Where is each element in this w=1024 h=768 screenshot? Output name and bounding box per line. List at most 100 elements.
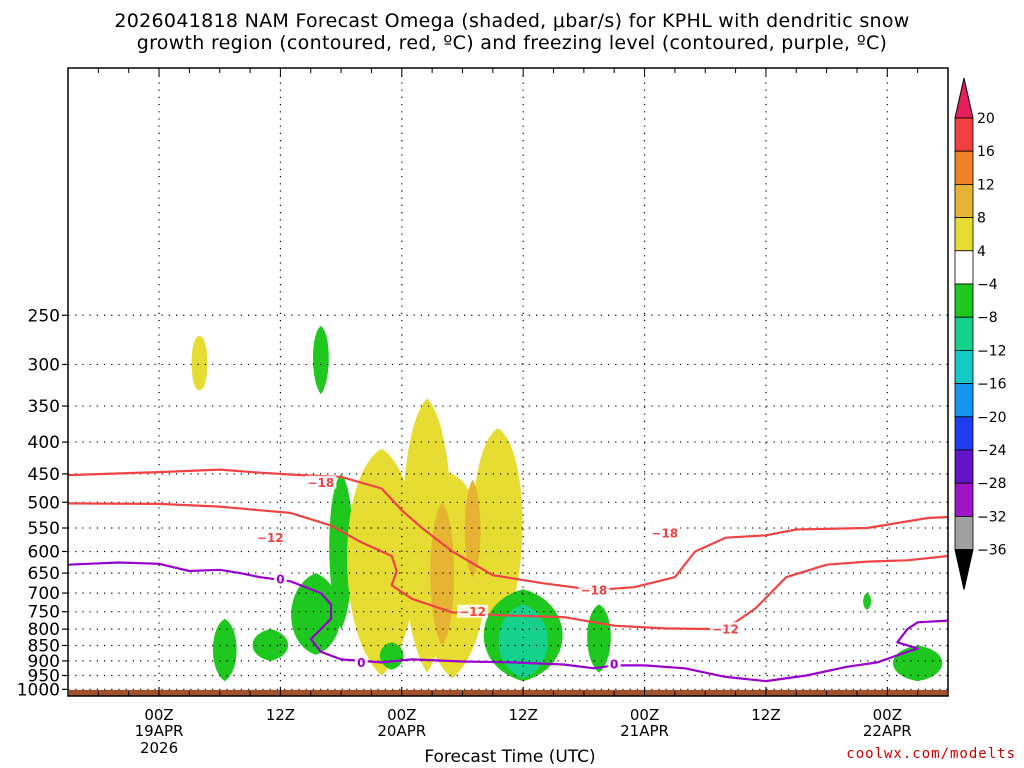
contour-label-fz-2-0: 0 <box>276 573 284 587</box>
ytick-label-850: 850 <box>28 636 60 656</box>
omega-region-2 <box>212 618 237 682</box>
colorbar-label-0: 20 <box>977 111 995 127</box>
colorbar-label-10: −24 <box>977 443 1007 459</box>
omega-region-15 <box>587 604 611 673</box>
contour-label-dgz-0-0: −18 <box>307 476 334 490</box>
colorbar-top-arrow <box>954 77 974 119</box>
xtick-sublabel-24-0: 20APR <box>377 722 426 740</box>
contour-label-dgz-1-0: −12 <box>257 531 284 545</box>
colorbar-box-9 <box>954 383 974 418</box>
ytick-label-900: 900 <box>28 652 60 672</box>
ytick-label-650: 650 <box>28 564 60 584</box>
site-credit: coolwx.com/modelts <box>846 746 1016 762</box>
omega-region-14 <box>498 604 548 679</box>
ytick-label-750: 750 <box>28 603 60 623</box>
contour-label-bg <box>709 622 741 636</box>
contour-label-fz-2-1: 0 <box>357 656 365 670</box>
xtick-label-12: 12Z <box>266 706 295 724</box>
chart-title-line2: growth region (contoured, red, ºC) and f… <box>136 32 888 54</box>
ytick-label-550: 550 <box>28 519 60 539</box>
colorbar-box-8 <box>954 349 974 384</box>
contour-label-bg <box>457 604 489 618</box>
omega-region-9 <box>473 428 523 636</box>
colorbar-label-7: −12 <box>977 343 1007 359</box>
contour-label-bg <box>607 656 621 670</box>
colorbar-box-2 <box>954 150 974 185</box>
colorbar-label-3: 8 <box>977 211 986 227</box>
contour-label-bg <box>273 572 287 586</box>
contour-label-bg <box>305 475 337 489</box>
x-axis-title: Forecast Time (UTC) <box>424 747 596 767</box>
contour-fz-2 <box>68 561 948 683</box>
colorbar-label-2: 12 <box>977 177 995 193</box>
omega-region-17 <box>893 645 943 682</box>
colorbar-box-11 <box>954 449 974 484</box>
colorbar-label-6: −8 <box>977 310 998 326</box>
colorbar-box-12 <box>954 482 974 517</box>
xtick-label-24: 00Z <box>387 706 416 724</box>
omega-region-16 <box>863 593 872 610</box>
colorbar-label-4: 4 <box>977 244 986 260</box>
y-axis: 2503003504004505005506006507007508008509… <box>17 306 68 700</box>
xtick-label-48: 00Z <box>630 706 659 724</box>
contour-label-bg <box>649 525 681 539</box>
ytick-label-450: 450 <box>28 465 60 485</box>
xtick-sublabel-0-0: 19APR <box>135 722 184 740</box>
colorbar: 20 16 12 8 4 −4 −8 −12 −16 −20 −24 −28 −32 −36 <box>954 77 1007 590</box>
colorbar-box-10 <box>954 416 974 451</box>
xtick-label-0: 00Z <box>144 706 173 724</box>
ytick-label-500: 500 <box>28 493 60 513</box>
gridlines <box>68 68 948 696</box>
colorbar-box-4 <box>954 217 974 252</box>
ytick-label-350: 350 <box>28 397 60 417</box>
omega-region-5 <box>329 473 353 630</box>
contour-label-dgz-0-2: −18 <box>651 526 678 540</box>
contour-label-bg <box>578 582 610 596</box>
plot-frame <box>67 67 949 697</box>
ytick-label-600: 600 <box>28 542 60 562</box>
ytick-label-300: 300 <box>28 355 60 375</box>
xtick-label-72: 00Z <box>873 706 902 724</box>
omega-region-6 <box>347 448 417 676</box>
colorbar-box-1 <box>954 117 974 152</box>
ytick-label-800: 800 <box>28 620 60 640</box>
colorbar-box-6 <box>954 283 974 318</box>
ytick-label-250: 250 <box>28 306 60 326</box>
colorbar-label-1: 16 <box>977 144 995 160</box>
contour-label-dgz-0-1: −18 <box>581 583 608 597</box>
contour-layer: −18 −18 −18 −12 −12 −12 0 0 0 <box>68 468 948 683</box>
ytick-label-1000: 1000 <box>17 680 60 700</box>
xtick-sublabel-72-0: 22APR <box>863 722 912 740</box>
ytick-label-400: 400 <box>28 433 60 453</box>
xtick-sublabel-0-1: 2026 <box>140 739 178 757</box>
colorbar-box-7 <box>954 316 974 351</box>
ytick-label-950: 950 <box>28 666 60 686</box>
chart-title-line1: 2026041818 NAM Forecast Omega (shaded, μ… <box>114 10 910 32</box>
contour-label-dgz-1-1: −12 <box>459 605 486 619</box>
contour-label-bg <box>354 655 368 669</box>
xtick-sublabel-48-0: 21APR <box>620 722 669 740</box>
omega-region-1 <box>312 325 329 395</box>
contour-label-dgz-1-2: −12 <box>712 623 739 637</box>
colorbar-box-3 <box>954 183 974 218</box>
xtick-label-60: 12Z <box>751 706 780 724</box>
colorbar-label-12: −32 <box>977 509 1007 525</box>
colorbar-bottom-arrow <box>954 549 974 590</box>
omega-region-11 <box>464 479 481 578</box>
colorbar-label-5: −4 <box>977 277 998 293</box>
colorbar-box-13 <box>954 516 974 551</box>
xtick-label-36: 12Z <box>508 706 537 724</box>
colorbar-label-13: −36 <box>977 543 1007 559</box>
contour-label-fz-2-2: 0 <box>610 657 618 671</box>
colorbar-label-9: −20 <box>977 410 1007 426</box>
colorbar-label-11: −28 <box>977 476 1007 492</box>
contour-dgz-0 <box>68 468 948 592</box>
ground-layer <box>69 689 947 696</box>
omega-shading-layer <box>191 325 943 682</box>
colorbar-label-8: −16 <box>977 377 1007 393</box>
omega-region-0 <box>191 336 208 391</box>
contour-label-bg <box>254 530 286 544</box>
ytick-label-700: 700 <box>28 584 60 604</box>
